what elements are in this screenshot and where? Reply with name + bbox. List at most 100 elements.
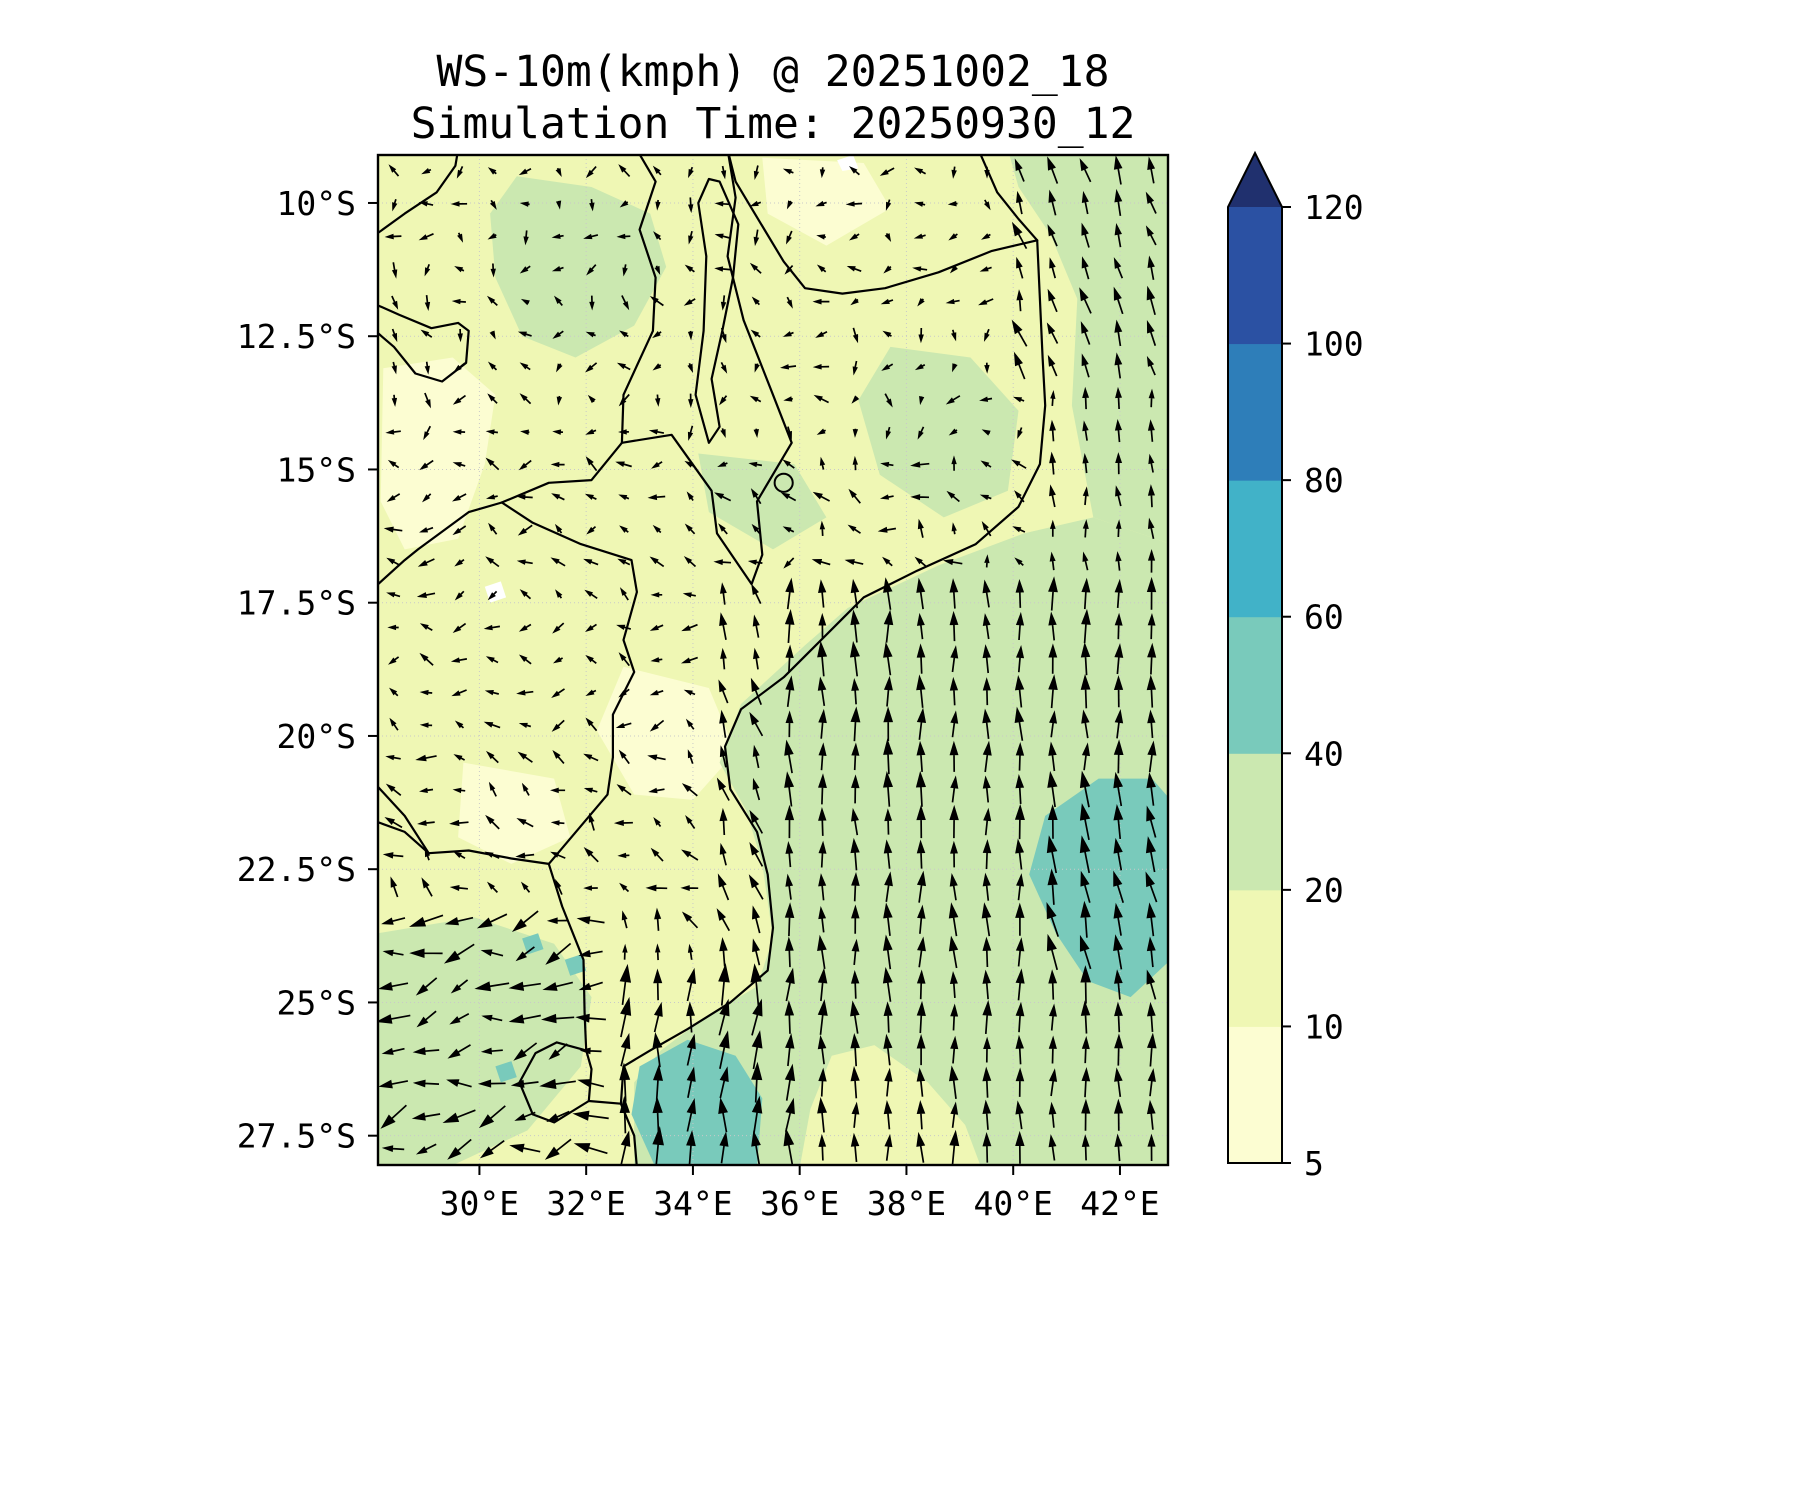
wind-arrow bbox=[454, 590, 465, 601]
wind-arrow bbox=[786, 200, 793, 210]
wind-arrow bbox=[883, 839, 893, 869]
wind-arrow bbox=[650, 657, 663, 663]
wind-arrow bbox=[688, 166, 694, 179]
wind-arrow bbox=[848, 488, 861, 504]
wind-arrow bbox=[1146, 576, 1157, 610]
wind-arrow bbox=[883, 1033, 893, 1066]
wind-arrow bbox=[1049, 484, 1056, 508]
wind-arrow bbox=[1079, 803, 1091, 841]
wind-arrow bbox=[617, 852, 630, 859]
wind-arrow bbox=[515, 946, 535, 962]
wind-arrow bbox=[542, 981, 574, 991]
wind-arrow bbox=[517, 524, 533, 536]
wind-arrow bbox=[818, 873, 827, 901]
wind-arrow bbox=[1048, 674, 1058, 709]
wind-arrow bbox=[687, 330, 694, 341]
wind-arrow bbox=[1114, 223, 1122, 248]
wind-arrow bbox=[1015, 611, 1025, 641]
wind-arrow bbox=[386, 557, 401, 567]
wind-arrow bbox=[391, 361, 397, 375]
wind-arrow bbox=[1049, 551, 1056, 571]
wind-arrow bbox=[424, 361, 430, 375]
wind-arrow bbox=[949, 578, 959, 609]
wind-arrow bbox=[456, 166, 464, 179]
wind-arrow bbox=[1113, 902, 1123, 936]
colorbar-tick-label: 20 bbox=[1304, 871, 1344, 910]
wind-arrow bbox=[916, 839, 926, 869]
wind-arrow bbox=[883, 609, 894, 643]
wind-arrow bbox=[979, 396, 993, 402]
wind-arrow bbox=[622, 943, 628, 960]
wind-arrow bbox=[586, 264, 597, 276]
wind-arrow bbox=[487, 167, 497, 175]
wind-arrow bbox=[485, 656, 499, 664]
wind-arrow bbox=[619, 330, 629, 338]
wind-arrow bbox=[1080, 641, 1091, 676]
wind-arrow bbox=[1081, 709, 1090, 739]
wind-arrow bbox=[1147, 709, 1156, 738]
wind-arrow bbox=[1015, 902, 1025, 936]
wind-arrow bbox=[421, 877, 433, 897]
wind-arrow bbox=[648, 429, 665, 435]
wind-arrow bbox=[619, 525, 629, 533]
wind-arrow bbox=[720, 647, 727, 670]
wind-arrow bbox=[1145, 191, 1157, 214]
wind-arrow bbox=[1114, 643, 1124, 675]
wind-arrow bbox=[951, 166, 957, 179]
wind-arrow bbox=[453, 362, 466, 373]
wind-arrow bbox=[449, 1012, 470, 1025]
wind-arrow bbox=[487, 590, 498, 601]
drc-zambia-north-border bbox=[378, 155, 459, 235]
wind-arrow bbox=[948, 935, 959, 969]
wind-arrow bbox=[510, 1079, 539, 1088]
wind-arrow bbox=[583, 753, 599, 762]
wind-arrow bbox=[884, 1133, 893, 1161]
wind-arrow bbox=[714, 266, 731, 272]
wind-arrow bbox=[419, 722, 433, 728]
wind-arrow bbox=[1146, 805, 1157, 838]
wind-arrow bbox=[415, 977, 438, 996]
wind-arrow bbox=[979, 266, 992, 272]
wind-arrow bbox=[1114, 319, 1123, 347]
wind-arrow bbox=[1046, 901, 1060, 937]
colorbar-tick-label: 100 bbox=[1304, 325, 1364, 364]
wind-arrow bbox=[420, 329, 433, 338]
wind-arrow bbox=[619, 200, 629, 208]
wind-arrow bbox=[652, 363, 662, 371]
colorbar: 5 10 20 40 60 80 100 120 bbox=[1227, 150, 1364, 1183]
wind-arrow bbox=[419, 459, 434, 471]
wind-arrow bbox=[1050, 389, 1056, 406]
y-axis-tick-label: 25°S bbox=[277, 983, 356, 1022]
wind-arrow bbox=[785, 1033, 795, 1067]
wind-arrow bbox=[1080, 870, 1091, 903]
wind-arrow bbox=[783, 396, 793, 402]
wind-arrow bbox=[1115, 452, 1123, 475]
wind-arrow bbox=[785, 873, 794, 900]
wind-arrow bbox=[585, 717, 598, 732]
windspeed-region-land-green-northeast-coast bbox=[858, 346, 1019, 518]
wind-arrow bbox=[751, 1095, 763, 1134]
lake-malawi-outline bbox=[694, 177, 740, 444]
wind-arrow bbox=[1014, 706, 1025, 741]
wind-arrow bbox=[483, 721, 501, 729]
wind-arrow bbox=[391, 394, 398, 407]
wind-arrow bbox=[654, 943, 661, 961]
wind-arrow bbox=[719, 395, 728, 406]
wind-arrow bbox=[1013, 351, 1026, 380]
wind-arrow bbox=[784, 771, 795, 807]
wind-arrow bbox=[551, 688, 565, 698]
wind-arrow bbox=[585, 331, 596, 338]
wind-arrow bbox=[784, 902, 795, 937]
wind-arrow bbox=[982, 839, 992, 870]
y-axis-tick-label: 12.5°S bbox=[237, 317, 356, 356]
wind-arrow bbox=[652, 1096, 663, 1134]
wind-arrow bbox=[816, 234, 826, 240]
wind-arrow bbox=[815, 331, 828, 338]
wind-arrow bbox=[686, 1097, 697, 1132]
wind-arrow bbox=[851, 742, 860, 771]
wind-arrow bbox=[685, 718, 695, 730]
wind-arrow bbox=[1115, 519, 1122, 538]
wind-arrow bbox=[687, 425, 694, 441]
wind-arrow bbox=[916, 969, 926, 1000]
wind-arrow bbox=[484, 851, 500, 859]
